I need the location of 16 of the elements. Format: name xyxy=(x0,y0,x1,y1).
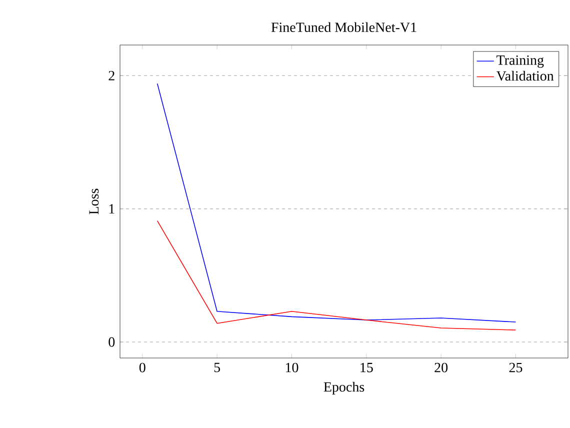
x-tick-label: 20 xyxy=(434,362,448,372)
x-axis-title: Epochs xyxy=(324,382,364,395)
legend-label: Training xyxy=(496,55,544,68)
y-tick-label: 1 xyxy=(109,204,114,214)
y-axis-title: Loss xyxy=(89,188,99,214)
y-tick-label: 2 xyxy=(108,70,114,80)
line-series xyxy=(156,220,516,330)
x-tick-label: 15 xyxy=(360,362,373,372)
x-tick-label: 0 xyxy=(139,362,146,372)
line-series xyxy=(156,83,516,322)
y-tick-label: 0 xyxy=(108,337,115,347)
chart-title: FineTuned MobileNet-V1 xyxy=(271,22,416,32)
legend-label: Validation xyxy=(496,70,554,81)
x-tick-label: 25 xyxy=(509,362,522,372)
x-tick-label: 10 xyxy=(286,362,298,372)
x-tick-label: 5 xyxy=(214,362,220,372)
